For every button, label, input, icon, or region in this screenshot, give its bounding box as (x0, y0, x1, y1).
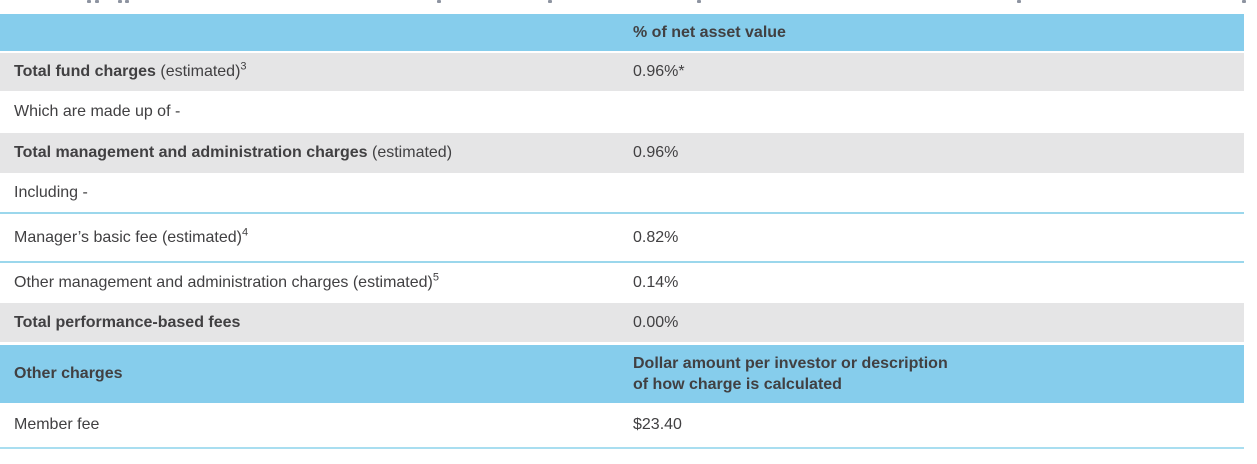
row-label: Member fee (0, 415, 633, 435)
row-label-bold: Total management and administration char… (14, 144, 368, 161)
row-label: Other management and administration char… (0, 271, 633, 293)
clipped-text-remnant (0, 0, 1257, 6)
other-charges-header-row: Other charges Dollar amount per investor… (0, 345, 1244, 403)
other-charges-section-header: Other charges (14, 365, 123, 382)
row-label-text: Including - (14, 183, 88, 201)
row-label-text: Member fee (14, 416, 100, 433)
row-label: Total management and administration char… (0, 143, 633, 163)
row-label-bold: Total fund charges (14, 63, 156, 80)
row-label-text: Manager’s basic fee (estimated) (14, 228, 242, 246)
charges-header-row: % of net asset value (0, 14, 1244, 51)
row-label-text: (estimated) (155, 63, 241, 80)
footnote-superscript: 4 (241, 226, 249, 239)
table-row-total-management-admin-charges: Total management and administration char… (0, 133, 1244, 173)
row-value: 0.96% (633, 144, 679, 161)
footnote-superscript: 3 (240, 60, 247, 73)
row-label: Which are made up of - (0, 102, 633, 122)
table-row-managers-basic-fee: Manager’s basic fee (estimated)4 0.82% (0, 212, 1244, 261)
row-label: Total performance-based fees (0, 313, 633, 333)
row-label-bold: Total performance-based fees (14, 313, 241, 331)
table-row-total-fund-charges: Total fund charges (estimated)3 0.96%* (0, 53, 1244, 91)
row-label-text: (estimated) (367, 144, 453, 161)
row-value: 0.00% (633, 313, 679, 331)
row-label: Total fund charges (estimated)3 (0, 60, 633, 82)
other-charges-column-header: Dollar amount per investor or descriptio… (633, 353, 1244, 395)
other-charges-column-header-line2: of how charge is calculated (633, 376, 842, 393)
row-label-text: Other management and administration char… (14, 274, 433, 291)
row-label-text: Which are made up of - (14, 103, 181, 120)
footnote-superscript: 5 (432, 271, 439, 284)
table-row-total-performance-based-fees: Total performance-based fees 0.00% (0, 303, 1244, 342)
row-value: 0.96%* (633, 63, 685, 80)
table-row-member-fee: Member fee $23.40 (0, 403, 1244, 449)
table-row-which-are-made-up-of: Which are made up of - (0, 91, 1244, 133)
other-charges-column-header-line1: Dollar amount per investor or descriptio… (633, 355, 948, 372)
row-label: Including - (0, 183, 633, 203)
fund-charges-table: % of net asset value Total fund charges … (0, 14, 1244, 449)
row-label: Manager’s basic fee (estimated)4 (0, 226, 633, 248)
row-value: 0.82% (633, 228, 679, 246)
row-value: $23.40 (633, 416, 682, 433)
table-row-other-management-admin-charges: Other management and administration char… (0, 261, 1244, 303)
row-value: 0.14% (633, 274, 679, 291)
value-column-header: % of net asset value (633, 23, 786, 41)
table-row-including: Including - (0, 173, 1244, 212)
